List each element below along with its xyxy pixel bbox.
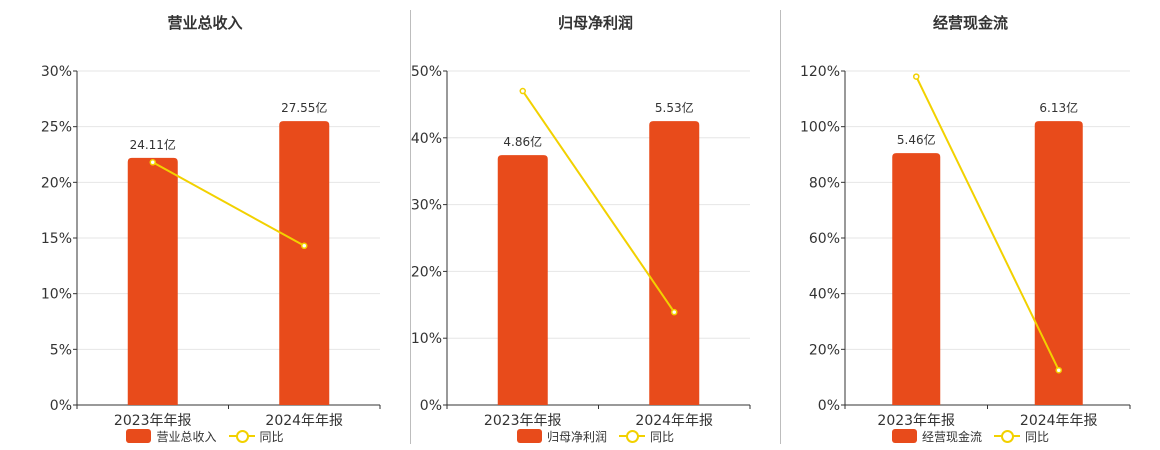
legend-line-swatch — [619, 429, 645, 443]
y-tick-label: 120% — [800, 64, 840, 80]
yoy-point — [301, 242, 308, 250]
yoy-point — [913, 73, 920, 80]
yoy-point — [519, 87, 526, 95]
x-tick-label: 2023年年报 — [114, 413, 192, 429]
x-tick-label: 2024年年报 — [265, 413, 343, 429]
bar — [649, 121, 700, 405]
legend-bar-label: 营业总收入 — [156, 429, 217, 444]
chart-panel-net-profit: 归母净利润 0% 10% 20% 30% 40% 50% 4.86亿 5.53亿 2023年年报… — [411, 0, 780, 450]
y-tick-label: 30% — [411, 198, 442, 214]
y-tick-label: 20% — [41, 175, 72, 191]
y-tick-label: 40% — [809, 287, 840, 303]
revenue-plot: 0% 5% 10% 15% 20% 25% 30% 24.11亿 27.55亿 2023年年报 20… — [41, 64, 381, 429]
bar — [127, 157, 178, 405]
x-tick-label: 2024年年报 — [1020, 413, 1098, 429]
chart-title: 归母净利润 — [557, 14, 633, 32]
panel-divider — [780, 10, 781, 444]
legend-bar-swatch — [126, 429, 152, 443]
yoy-line — [915, 76, 1060, 371]
legend-line-label: 同比 — [1025, 429, 1050, 444]
y-tick-label: 40% — [411, 131, 442, 147]
bar-data-label: 4.86亿 — [503, 134, 542, 149]
y-tick-label: 20% — [411, 264, 442, 280]
bar-data-label: 24.11亿 — [130, 137, 176, 152]
chart-panel-cash-flow: 经营现金流 0% 20% 40% 60% 80% 100% 120% 5.46亿 6.13亿 20… — [781, 0, 1160, 450]
legend-item-bar[interactable]: 营业总收入 — [126, 428, 217, 445]
bar — [497, 155, 548, 405]
y-tick-label: 5% — [50, 342, 72, 358]
y-tick-label: 100% — [800, 120, 840, 136]
y-tick-label: 0% — [50, 398, 72, 414]
legend-bar-label: 归母净利润 — [546, 429, 607, 444]
y-tick-label: 10% — [411, 331, 442, 347]
legend-item-line[interactable]: 同比 — [994, 428, 1049, 445]
yoy-point — [149, 159, 156, 166]
y-tick-label: 25% — [41, 120, 72, 136]
y-tick-label: 15% — [41, 231, 72, 247]
net-profit-plot: 0% 10% 20% 30% 40% 50% 4.86亿 5.53亿 2023年年报 2024年年… — [411, 64, 751, 429]
legend-line-swatch — [994, 429, 1020, 443]
y-tick-label: 50% — [411, 64, 442, 80]
yoy-point — [671, 308, 678, 316]
legend-line-swatch — [228, 429, 255, 443]
legend-item-line[interactable]: 同比 — [228, 428, 284, 445]
legend-bar-swatch — [516, 429, 542, 443]
chart-panel-revenue: 营业总收入 0% 5% 10% 15% 20% 25% 30% 24.11亿 27.55亿 202… — [0, 0, 410, 450]
bar — [1034, 121, 1083, 405]
bar — [279, 121, 330, 405]
yoy-line — [521, 90, 676, 313]
legend-bar-label: 经营现金流 — [921, 429, 982, 444]
legend-item-bar[interactable]: 归母净利润 — [516, 428, 607, 445]
legend: 营业总收入 同比 — [0, 426, 410, 446]
yoy-line — [152, 161, 305, 247]
y-tick-label: 0% — [818, 398, 840, 414]
y-tick-label: 20% — [809, 342, 840, 358]
panel-divider — [410, 10, 411, 444]
y-tick-label: 30% — [41, 64, 72, 80]
legend: 归母净利润 同比 — [411, 426, 780, 446]
x-tick-label: 2023年年报 — [484, 413, 562, 429]
bar — [892, 153, 941, 405]
bar-data-label: 27.55亿 — [281, 100, 327, 115]
bar-data-label: 6.13亿 — [1039, 100, 1078, 115]
legend-line-label: 同比 — [650, 429, 675, 444]
y-tick-label: 10% — [41, 287, 72, 303]
cash-flow-plot: 0% 20% 40% 60% 80% 100% 120% 5.46亿 6.13亿 2023年年报 2… — [800, 64, 1131, 429]
chart-title: 营业总收入 — [167, 14, 243, 32]
y-tick-label: 60% — [809, 231, 840, 247]
legend: 经营现金流 同比 — [781, 426, 1160, 446]
y-tick-label: 80% — [809, 175, 840, 191]
bar-data-label: 5.53亿 — [655, 100, 694, 115]
legend-item-line[interactable]: 同比 — [619, 428, 674, 445]
x-tick-label: 2024年年报 — [635, 413, 713, 429]
y-tick-label: 0% — [420, 398, 442, 414]
legend-item-bar[interactable]: 经营现金流 — [891, 428, 982, 445]
x-tick-label: 2023年年报 — [877, 413, 955, 429]
legend-bar-swatch — [891, 429, 917, 443]
yoy-point — [1055, 366, 1062, 374]
bar-data-label: 5.46亿 — [897, 132, 936, 147]
chart-title: 经营现金流 — [932, 14, 1008, 32]
legend-line-label: 同比 — [259, 429, 284, 444]
